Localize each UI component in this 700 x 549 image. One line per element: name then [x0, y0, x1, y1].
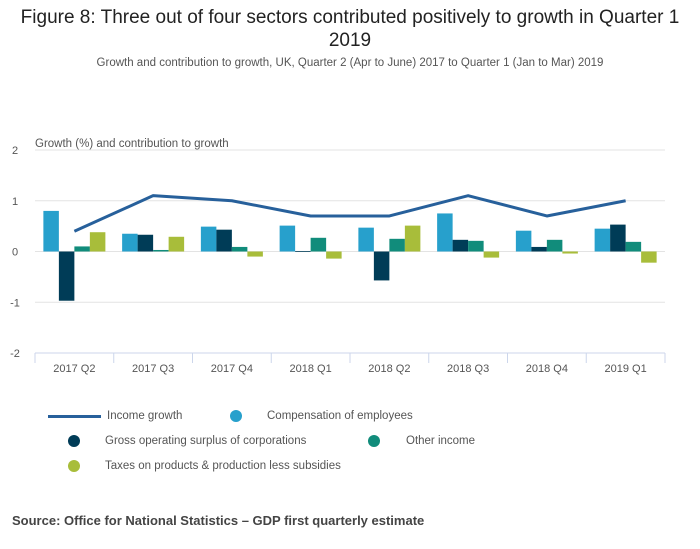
x-tick-label: 2018 Q4 — [526, 363, 568, 375]
legend-label: Taxes on products & production less subs… — [105, 460, 341, 472]
legend-label: Income growth — [107, 410, 183, 422]
x-tick-label: 2018 Q1 — [290, 363, 332, 375]
bar-other-income-2018-q1[interactable] — [310, 237, 327, 252]
legend-dot-icon — [230, 410, 242, 422]
legend-item-income-growth[interactable]: Income growth — [48, 408, 182, 424]
source-note: Source: Office for National Statistics –… — [12, 513, 425, 528]
legend-dot-icon — [68, 460, 80, 472]
x-tick-label: 2017 Q2 — [53, 363, 95, 375]
chart-title: Figure 8: Three out of four sectors cont… — [20, 7, 680, 51]
y-axis-label: Growth (%) and contribution to growth — [35, 138, 229, 150]
bar-other-income-2017-q4[interactable] — [231, 246, 248, 252]
y-tick-label: 2 — [12, 145, 18, 157]
bar-taxes-on-products-production-less-subsidies-2017-q4[interactable] — [247, 251, 263, 257]
legend-label: Compensation of employees — [267, 410, 413, 422]
x-tick-label: 2019 Q1 — [605, 363, 647, 375]
bar-gross-operating-surplus-of-corporations-2018-q4[interactable] — [531, 246, 547, 252]
legend-item-taxes[interactable]: Taxes on products & production less subs… — [68, 458, 341, 474]
y-tick-label: 1 — [12, 196, 18, 208]
bar-taxes-on-products-production-less-subsidies-2018-q1[interactable] — [326, 251, 342, 259]
bar-compensation-of-employees-2017-q2[interactable] — [43, 210, 59, 252]
bar-other-income-2018-q2[interactable] — [389, 238, 405, 252]
line-income-growth[interactable] — [73, 194, 626, 233]
bar-compensation-of-employees-2017-q3[interactable] — [122, 233, 138, 252]
bar-gross-operating-surplus-of-corporations-2018-q3[interactable] — [452, 239, 469, 252]
bar-gross-operating-surplus-of-corporations-2017-q4[interactable] — [216, 229, 232, 252]
legend-dot-icon — [368, 435, 380, 447]
bar-gross-operating-surplus-of-corporations-2017-q2[interactable] — [58, 251, 75, 301]
legend-label: Gross operating surplus of corporations — [105, 435, 307, 447]
legend-dot-icon — [68, 435, 80, 447]
bar-compensation-of-employees-2017-q4[interactable] — [200, 226, 217, 252]
bar-taxes-on-products-production-less-subsidies-2018-q2[interactable] — [404, 225, 421, 252]
legend-item-compensation[interactable]: Compensation of employees — [230, 408, 413, 424]
bar-other-income-2019-q1[interactable] — [625, 241, 642, 252]
bar-taxes-on-products-production-less-subsidies-2018-q4[interactable] — [562, 251, 578, 254]
bar-compensation-of-employees-2019-q1[interactable] — [594, 228, 611, 252]
bar-taxes-on-products-production-less-subsidies-2017-q2[interactable] — [89, 232, 106, 252]
x-tick-label: 2018 Q2 — [368, 363, 410, 375]
chart-area: 2 1 0 -1 -2 Growth (%) and contribution to g… — [10, 138, 666, 375]
bar-taxes-on-products-production-less-subsidies-2017-q3[interactable] — [168, 236, 185, 252]
legend-line-icon — [48, 414, 101, 418]
bar-compensation-of-employees-2018-q3[interactable] — [437, 213, 453, 252]
x-tick-label: 2017 Q3 — [132, 363, 174, 375]
bar-other-income-2018-q3[interactable] — [468, 240, 484, 252]
bar-gross-operating-surplus-of-corporations-2017-q3[interactable] — [137, 234, 154, 252]
y-tick-label: -1 — [10, 297, 20, 309]
bar-other-income-2017-q2[interactable] — [74, 246, 90, 252]
bar-compensation-of-employees-2018-q1[interactable] — [279, 225, 296, 252]
bar-gross-operating-surplus-of-corporations-2018-q2[interactable] — [373, 251, 390, 281]
bar-gross-operating-surplus-of-corporations-2019-q1[interactable] — [610, 224, 626, 252]
legend-label: Other income — [406, 435, 476, 447]
bar-other-income-2017-q3[interactable] — [153, 249, 169, 252]
bar-taxes-on-products-production-less-subsidies-2019-q1[interactable] — [641, 251, 657, 263]
bar-gross-operating-surplus-of-corporations-2018-q1[interactable] — [295, 250, 311, 252]
x-tick-label: 2018 Q3 — [447, 363, 489, 375]
bar-compensation-of-employees-2018-q2[interactable] — [358, 227, 374, 252]
bar-taxes-on-products-production-less-subsidies-2018-q3[interactable] — [483, 251, 500, 258]
legend-item-gross-operating-surplus[interactable]: Gross operating surplus of corporations — [68, 433, 306, 449]
legend-item-other-income[interactable]: Other income — [368, 433, 475, 449]
x-tick-label: 2017 Q4 — [211, 363, 253, 375]
y-tick-label: -2 — [10, 348, 20, 360]
chart-subtitle: Growth and contribution to growth, UK, Q… — [96, 57, 604, 69]
bar-compensation-of-employees-2018-q4[interactable] — [515, 230, 532, 252]
bar-other-income-2018-q4[interactable] — [546, 239, 563, 252]
y-tick-label: 0 — [12, 247, 18, 259]
